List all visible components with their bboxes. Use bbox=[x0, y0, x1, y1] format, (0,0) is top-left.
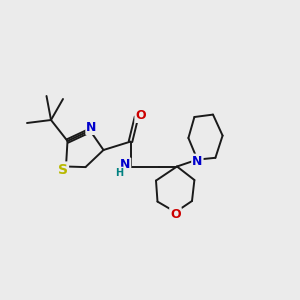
Text: N: N bbox=[86, 121, 97, 134]
Text: N: N bbox=[192, 154, 203, 168]
Text: O: O bbox=[135, 109, 146, 122]
Text: N: N bbox=[120, 158, 130, 172]
Text: O: O bbox=[170, 208, 181, 221]
Text: S: S bbox=[58, 163, 68, 176]
Text: H: H bbox=[115, 167, 123, 178]
